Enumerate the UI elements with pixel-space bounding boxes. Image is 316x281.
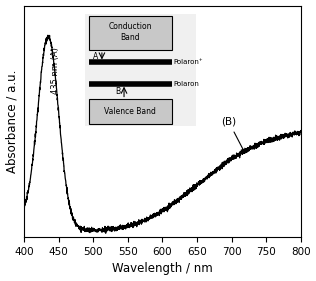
Text: (B): (B) <box>221 117 245 153</box>
Text: 435 nm (A): 435 nm (A) <box>51 47 60 94</box>
FancyBboxPatch shape <box>88 16 172 50</box>
Text: Valence Band: Valence Band <box>104 107 156 116</box>
FancyBboxPatch shape <box>88 99 172 124</box>
Text: Polaron: Polaron <box>174 81 200 87</box>
X-axis label: Wavelength / nm: Wavelength / nm <box>112 262 213 275</box>
Y-axis label: Absorbance / a.u.: Absorbance / a.u. <box>6 70 19 173</box>
Text: Conduction
Band: Conduction Band <box>108 22 152 42</box>
Text: A: A <box>93 52 98 61</box>
Text: B: B <box>115 87 120 96</box>
Text: Polaron⁺: Polaron⁺ <box>174 59 204 65</box>
